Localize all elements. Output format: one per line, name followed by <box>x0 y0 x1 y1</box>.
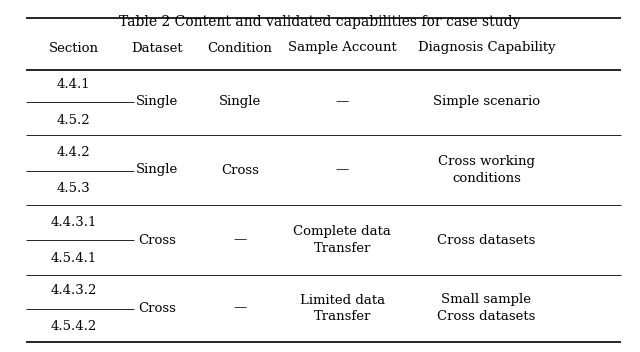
Text: 4.4.1: 4.4.1 <box>57 77 90 90</box>
Text: 4.4.2: 4.4.2 <box>57 146 90 159</box>
Text: Small sample
Cross datasets: Small sample Cross datasets <box>437 294 536 322</box>
Text: 4.4.3.1: 4.4.3.1 <box>51 215 97 228</box>
Text: Complete data
Transfer: Complete data Transfer <box>294 226 391 254</box>
Text: Section: Section <box>49 42 99 55</box>
Text: Cross: Cross <box>138 302 176 314</box>
Text: 4.5.3: 4.5.3 <box>57 182 90 195</box>
Text: Diagnosis Capability: Diagnosis Capability <box>417 42 556 55</box>
Text: —: — <box>336 95 349 108</box>
Text: —: — <box>234 302 246 314</box>
Text: Cross: Cross <box>221 163 259 176</box>
Text: Condition: Condition <box>207 42 273 55</box>
Text: 4.5.4.2: 4.5.4.2 <box>51 321 97 333</box>
Text: Limited data
Transfer: Limited data Transfer <box>300 294 385 322</box>
Text: —: — <box>234 233 246 246</box>
Text: Single: Single <box>136 163 178 176</box>
Text: 4.4.3.2: 4.4.3.2 <box>51 284 97 297</box>
Text: Cross: Cross <box>138 233 176 246</box>
Text: Cross working
conditions: Cross working conditions <box>438 156 535 184</box>
Text: Single: Single <box>219 95 261 108</box>
Text: Dataset: Dataset <box>131 42 182 55</box>
Text: 4.5.2: 4.5.2 <box>57 113 90 126</box>
Text: Table 2 Content and validated capabilities for case study: Table 2 Content and validated capabiliti… <box>119 15 521 29</box>
Text: Simple scenario: Simple scenario <box>433 95 540 108</box>
Text: Sample Account: Sample Account <box>288 42 397 55</box>
Text: 4.5.4.1: 4.5.4.1 <box>51 251 97 264</box>
Text: Single: Single <box>136 95 178 108</box>
Text: Cross datasets: Cross datasets <box>437 233 536 246</box>
Text: —: — <box>336 163 349 176</box>
